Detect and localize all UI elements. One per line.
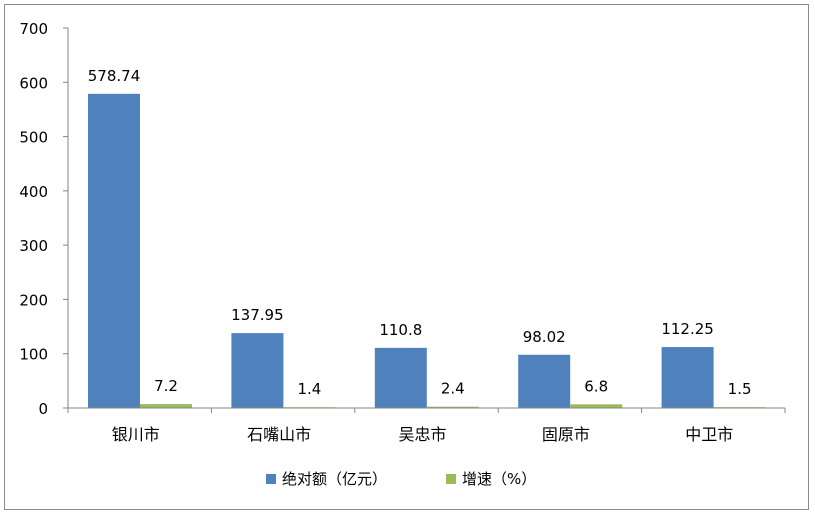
data-label: 112.25 (661, 320, 714, 338)
y-tick-label: 300 (19, 237, 48, 255)
category-label: 中卫市 (685, 425, 733, 444)
data-label: 1.4 (297, 380, 321, 398)
bar-absolute-1 (231, 333, 284, 408)
data-label: 7.2 (154, 377, 178, 395)
legend-swatch-growth (446, 474, 456, 484)
data-label: 98.02 (523, 328, 566, 346)
data-label: 578.74 (88, 67, 141, 85)
bar-absolute-2 (374, 347, 427, 408)
category-label: 石嘴山市 (247, 425, 311, 444)
bar-absolute-0 (88, 93, 140, 409)
category-label: 吴忠市 (398, 425, 446, 444)
bar-growth-3 (570, 404, 623, 408)
y-tick-label: 400 (19, 183, 48, 201)
data-label: 6.8 (584, 377, 608, 395)
y-tick-label: 0 (38, 400, 48, 418)
data-label: 137.95 (231, 306, 284, 324)
legend-label: 绝对额（亿元） (282, 470, 387, 488)
y-tick-label: 600 (19, 74, 48, 92)
category-label: 固原市 (542, 425, 590, 444)
bar-absolute-4 (661, 347, 714, 408)
data-label: 110.8 (379, 321, 422, 339)
legend-swatch-absolute (266, 474, 276, 484)
y-tick-label: 500 (19, 129, 48, 147)
data-label: 1.5 (728, 380, 752, 398)
legend-label: 增速（%） (462, 470, 536, 488)
bar-growth-0 (140, 404, 192, 408)
y-tick-label: 700 (19, 20, 48, 38)
y-tick-label: 200 (19, 291, 48, 309)
bar-absolute-3 (518, 354, 571, 408)
data-label: 2.4 (441, 380, 465, 398)
bar-growth-2 (426, 406, 479, 408)
y-tick-label: 100 (19, 346, 48, 364)
category-label: 银川市 (112, 425, 160, 444)
